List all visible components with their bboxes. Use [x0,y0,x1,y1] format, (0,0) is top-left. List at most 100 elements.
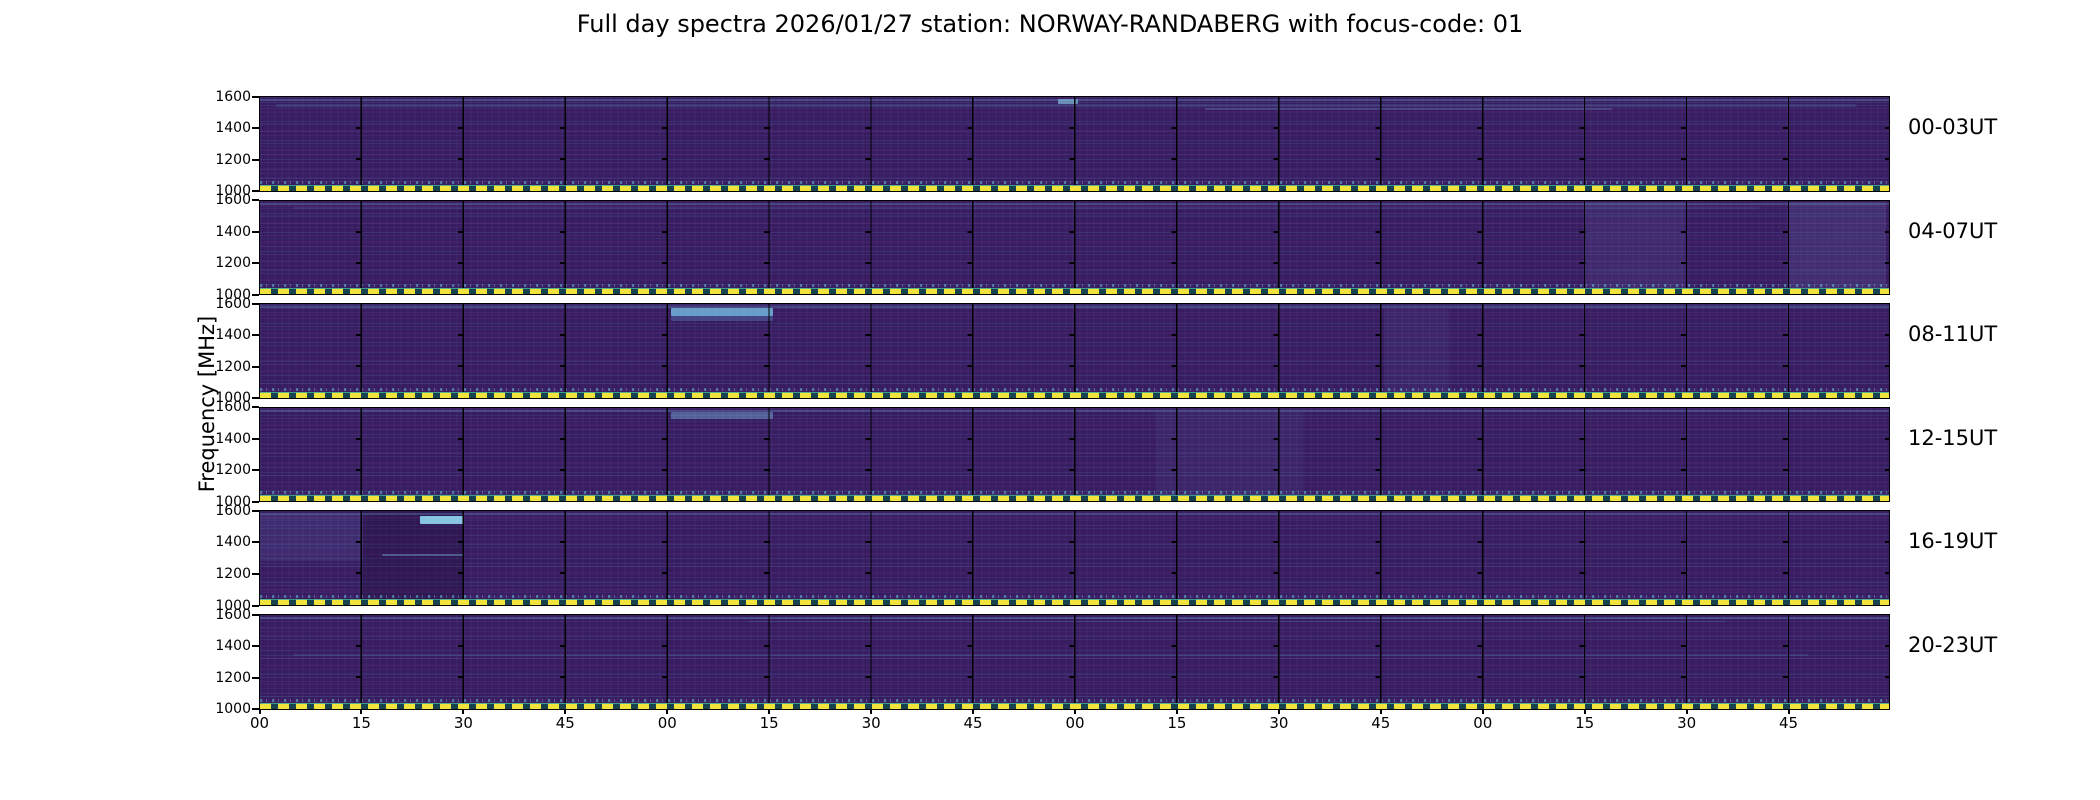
time-tick-label: 45 [963,714,983,732]
freq-tick-mark [252,293,259,296]
freq-tick-label: 1400 [215,327,251,344]
time-tick-label: 00 [1065,714,1085,732]
freq-tick-label: 1400 [215,120,251,137]
freq-tick-label: 1200 [215,462,251,479]
freq-tick-label: 1600 [215,399,251,416]
threshold-dashed-line [260,598,1889,605]
freq-tick-mark [252,406,259,409]
freq-tick-mark [252,334,259,337]
threshold-dashed-line [260,495,1889,502]
time-tick-mark [1277,709,1280,714]
time-tick-mark [666,709,669,714]
freq-tick-mark [252,397,259,400]
time-tick-mark [1481,709,1484,714]
segment-grid-lines [260,304,1889,398]
time-tick-label: 00 [249,714,270,732]
segment-grid-lines [260,615,1889,709]
time-tick-label: 15 [1575,714,1595,732]
freq-tick-mark [252,541,259,544]
freq-tick-label: 1200 [215,255,251,272]
freq-tick-label: 1200 [215,565,251,582]
time-tick-mark [462,709,465,714]
time-tick-label: 15 [759,714,779,732]
time-tick-mark [768,709,771,714]
time-tick-mark [1074,709,1076,714]
time-tick-mark [1685,709,1688,714]
freq-tick-label: 1600 [215,502,251,519]
freq-tick-label: 1000 [215,701,251,718]
freq-tick-mark [252,708,259,711]
panel-time-label: 08-11UT [1908,322,1998,347]
freq-tick-label: 1600 [215,606,251,623]
freq-tick-mark [252,302,259,305]
panel-time-label: 04-07UT [1908,218,1998,243]
freq-tick-mark [252,500,259,503]
freq-tick-mark [252,604,259,607]
freq-tick-label: 1600 [215,88,251,105]
spectra-panel [259,614,1890,710]
freq-tick-mark [252,127,259,130]
freq-tick-mark [252,95,259,98]
time-tick-label: 15 [351,714,371,732]
time-tick-mark [1379,709,1382,714]
freq-tick-mark [252,645,259,648]
segment-grid-lines [260,200,1889,295]
freq-tick-label: 1400 [215,534,251,551]
freq-tick-mark [252,230,259,233]
time-tick-mark [1583,709,1586,714]
panel-time-label: 00-03UT [1908,115,1998,139]
freq-tick-mark [252,158,259,161]
freq-tick-label: 1400 [215,223,251,240]
threshold-dashed-line [260,391,1889,398]
spectra-panel [259,303,1890,399]
time-tick-label: 00 [1473,714,1493,732]
time-tick-label: 00 [657,714,677,732]
freq-tick-mark [252,469,259,472]
freq-tick-label: 1000 [215,597,251,614]
freq-tick-label: 1400 [215,638,251,655]
freq-tick-mark [252,199,259,202]
spectra-panel [259,96,1890,192]
time-tick-mark [360,709,363,714]
freq-tick-label: 1600 [215,295,251,312]
time-tick-label: 30 [1269,714,1289,732]
freq-tick-mark [252,262,259,265]
threshold-dashed-line [260,184,1889,191]
time-tick-label: 45 [1779,714,1799,732]
freq-tick-mark [252,365,259,368]
panel-time-label: 16-19UT [1908,529,1998,554]
panel-time-label: 20-23UT [1908,633,1998,657]
spectra-panel [259,510,1890,606]
freq-tick-label: 1000 [215,493,251,510]
freq-tick-label: 1000 [215,286,251,303]
freq-tick-mark [252,509,259,512]
time-tick-label: 45 [555,714,575,732]
time-tick-mark [1787,709,1790,714]
segment-grid-lines [260,97,1889,191]
time-tick-mark [564,709,567,714]
freq-tick-label: 1200 [215,669,251,686]
threshold-dashed-line [260,702,1889,709]
spectra-panel [259,406,1890,503]
freq-tick-mark [252,190,259,193]
spectra-panel [259,199,1890,296]
figure-title: Full day spectra 2026/01/27 station: NOR… [576,10,1524,38]
time-tick-label: 30 [861,714,881,732]
time-tick-label: 15 [1167,714,1187,732]
panel-time-label: 12-15UT [1908,425,1998,450]
freq-tick-mark [252,437,259,440]
freq-tick-mark [252,676,259,679]
time-tick-label: 45 [1371,714,1391,732]
freq-tick-label: 1000 [215,390,251,407]
time-tick-label: 30 [453,714,473,732]
time-tick-mark [1175,709,1178,714]
time-tick-mark [258,709,261,714]
time-tick-mark [972,709,975,714]
time-tick-label: 30 [1677,714,1697,732]
freq-tick-mark [252,572,259,575]
time-tick-mark [870,709,873,714]
freq-tick-label: 1200 [215,358,251,375]
freq-tick-mark [252,613,259,616]
freq-tick-label: 1400 [215,430,251,447]
